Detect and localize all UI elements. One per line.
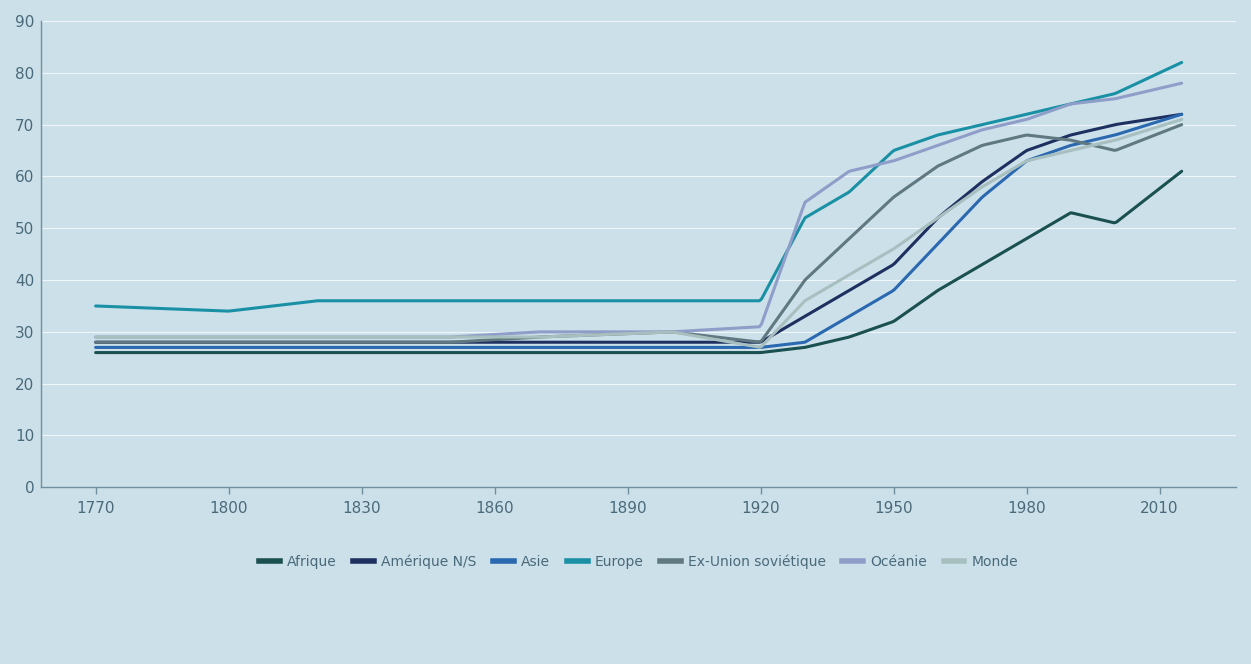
Legend: Afrique, Amérique N/S, Asie, Europe, Ex-Union soviétique, Océanie, Monde: Afrique, Amérique N/S, Asie, Europe, Ex-… xyxy=(255,550,1022,574)
